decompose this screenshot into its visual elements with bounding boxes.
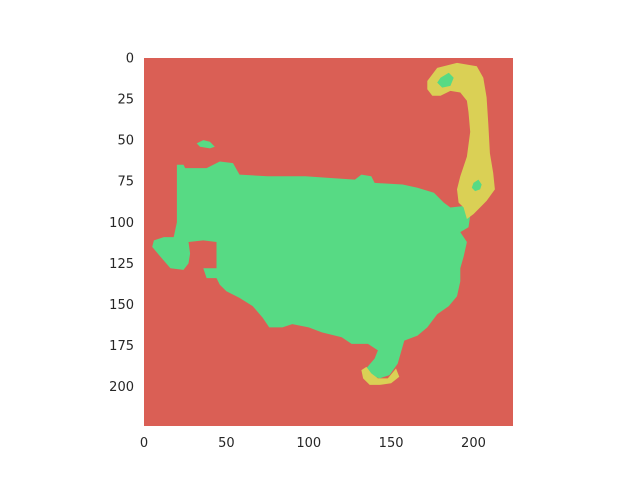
y-tick-label: 75	[117, 175, 134, 190]
y-tick-label: 175	[109, 339, 134, 354]
yellow-class-region-3	[361, 366, 400, 385]
y-tick-label: 50	[117, 134, 134, 149]
y-tick-label: 150	[109, 298, 134, 313]
green-class-region-1	[196, 140, 215, 149]
y-tick-label: 25	[117, 93, 134, 108]
green-class-region-5	[471, 179, 482, 192]
heatmap-image	[144, 58, 513, 426]
green-class-region-0	[152, 161, 471, 379]
x-tick-label: 200	[461, 436, 486, 451]
y-tick-label: 125	[109, 257, 134, 272]
x-tick-label: 100	[296, 436, 321, 451]
y-tick-label: 100	[109, 216, 134, 231]
x-tick-label: 50	[218, 436, 235, 451]
y-tick-label: 0	[126, 52, 134, 67]
green-class-region-4	[437, 72, 454, 88]
x-tick-label: 150	[379, 436, 404, 451]
y-tick-label: 200	[109, 380, 134, 395]
x-axis: 0 50 100 150 200	[140, 436, 486, 451]
y-axis: 0 25 50 75 100 125 150 175 200	[109, 52, 134, 396]
x-tick-label: 0	[140, 436, 148, 451]
